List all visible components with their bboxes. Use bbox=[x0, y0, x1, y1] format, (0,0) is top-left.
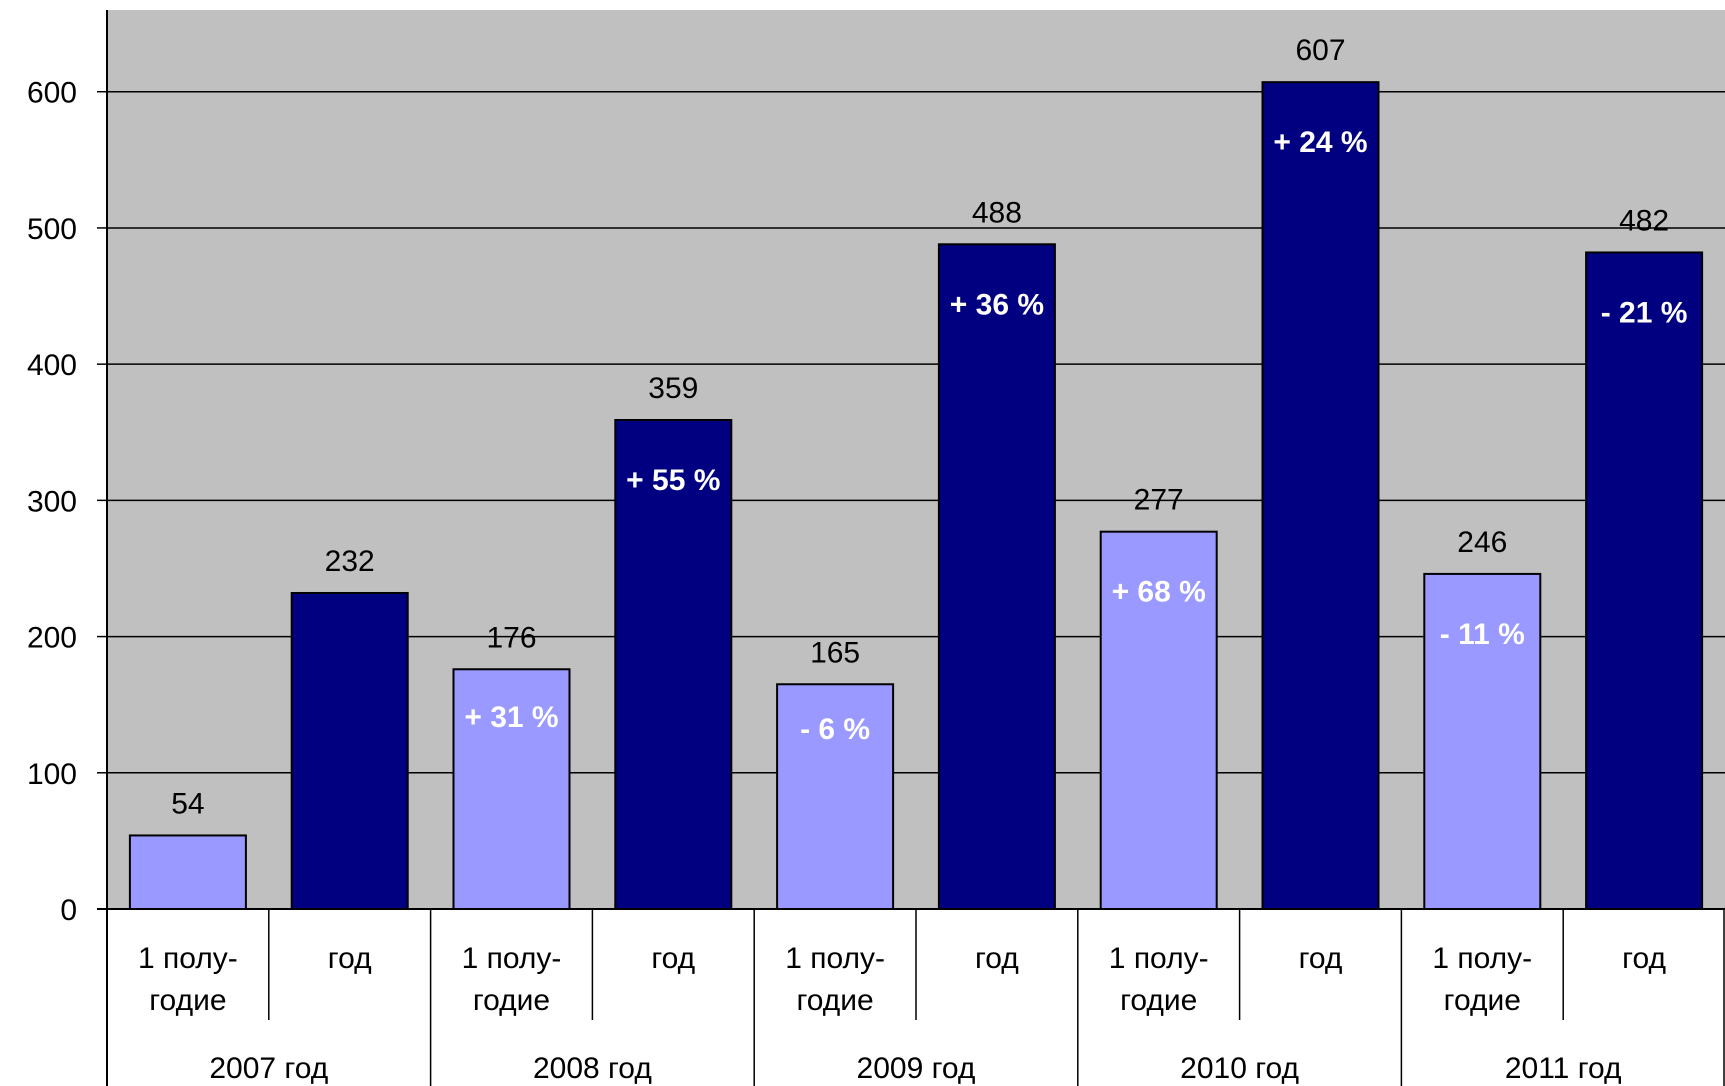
y-tick-label: 200 bbox=[27, 622, 77, 655]
bar bbox=[1099, 530, 1218, 911]
percent-change-label: + 31 % bbox=[464, 701, 558, 734]
category-label: 1 полу-годие bbox=[785, 942, 885, 1017]
x-axis: 1 полу-годие год 1 полу-годие год 1 полу-год… bbox=[97, 908, 1725, 1086]
category-label: 1 полу-годие bbox=[462, 942, 562, 1017]
bar bbox=[1585, 251, 1704, 910]
percent-change-label: - 11 % bbox=[1440, 618, 1525, 651]
category-label: год bbox=[1299, 942, 1343, 975]
bar bbox=[290, 591, 409, 910]
data-label: 277 bbox=[1134, 484, 1184, 517]
data-label: 359 bbox=[648, 372, 698, 405]
bars bbox=[128, 81, 1704, 911]
category-label: год bbox=[1622, 942, 1666, 975]
percent-change-label: + 36 % bbox=[950, 288, 1044, 321]
percent-change-labels: + 31 % + 55 % - 6 % + 36 % + 68 % + 24 % - 11 … bbox=[464, 126, 1687, 746]
percent-change-label: - 21 % bbox=[1601, 296, 1688, 329]
data-label: 246 bbox=[1457, 526, 1507, 559]
percent-change-label: + 24 % bbox=[1273, 126, 1367, 159]
bar bbox=[1261, 81, 1380, 910]
percent-change-label: - 6 % bbox=[800, 713, 870, 746]
y-axis: 0 100 200 300 400 500 600 bbox=[27, 10, 108, 1086]
data-label: 607 bbox=[1295, 34, 1345, 67]
data-label: 176 bbox=[486, 621, 536, 654]
group-label: 2010 год bbox=[1180, 1052, 1299, 1085]
y-tick-label: 0 bbox=[60, 894, 77, 927]
group-label: 2009 год bbox=[857, 1052, 976, 1085]
percent-change-label: + 55 % bbox=[626, 464, 720, 497]
category-label: 1 полу-годие bbox=[1109, 942, 1209, 1017]
y-tick-label: 300 bbox=[27, 485, 77, 518]
category-label: год bbox=[328, 942, 372, 975]
bar bbox=[614, 418, 733, 910]
value-labels: 54 232 176 359 165 488 277 607 246 482 bbox=[171, 34, 1669, 820]
group-label: 2008 год bbox=[533, 1052, 652, 1085]
data-label: 54 bbox=[171, 787, 204, 820]
y-tick-label: 100 bbox=[27, 758, 77, 791]
bar bbox=[937, 243, 1056, 910]
data-label: 482 bbox=[1619, 204, 1669, 237]
y-tick-label: 600 bbox=[27, 77, 77, 110]
y-tick-label: 500 bbox=[27, 213, 77, 246]
category-label: год bbox=[975, 942, 1019, 975]
data-label: 165 bbox=[810, 636, 860, 669]
group-label: 2011 год bbox=[1505, 1052, 1622, 1085]
percent-change-label: + 68 % bbox=[1112, 576, 1206, 609]
bar bbox=[776, 683, 895, 910]
data-label: 488 bbox=[972, 196, 1022, 229]
data-label: 232 bbox=[325, 545, 375, 578]
bar bbox=[452, 668, 571, 910]
bar bbox=[1423, 572, 1542, 910]
bar bbox=[128, 834, 247, 910]
category-label: 1 полу-годие bbox=[138, 942, 238, 1017]
category-label: 1 полу-годие bbox=[1432, 942, 1532, 1017]
group-label: 2007 год bbox=[209, 1052, 328, 1085]
y-tick-label: 400 bbox=[27, 349, 77, 382]
category-label: год bbox=[651, 942, 695, 975]
